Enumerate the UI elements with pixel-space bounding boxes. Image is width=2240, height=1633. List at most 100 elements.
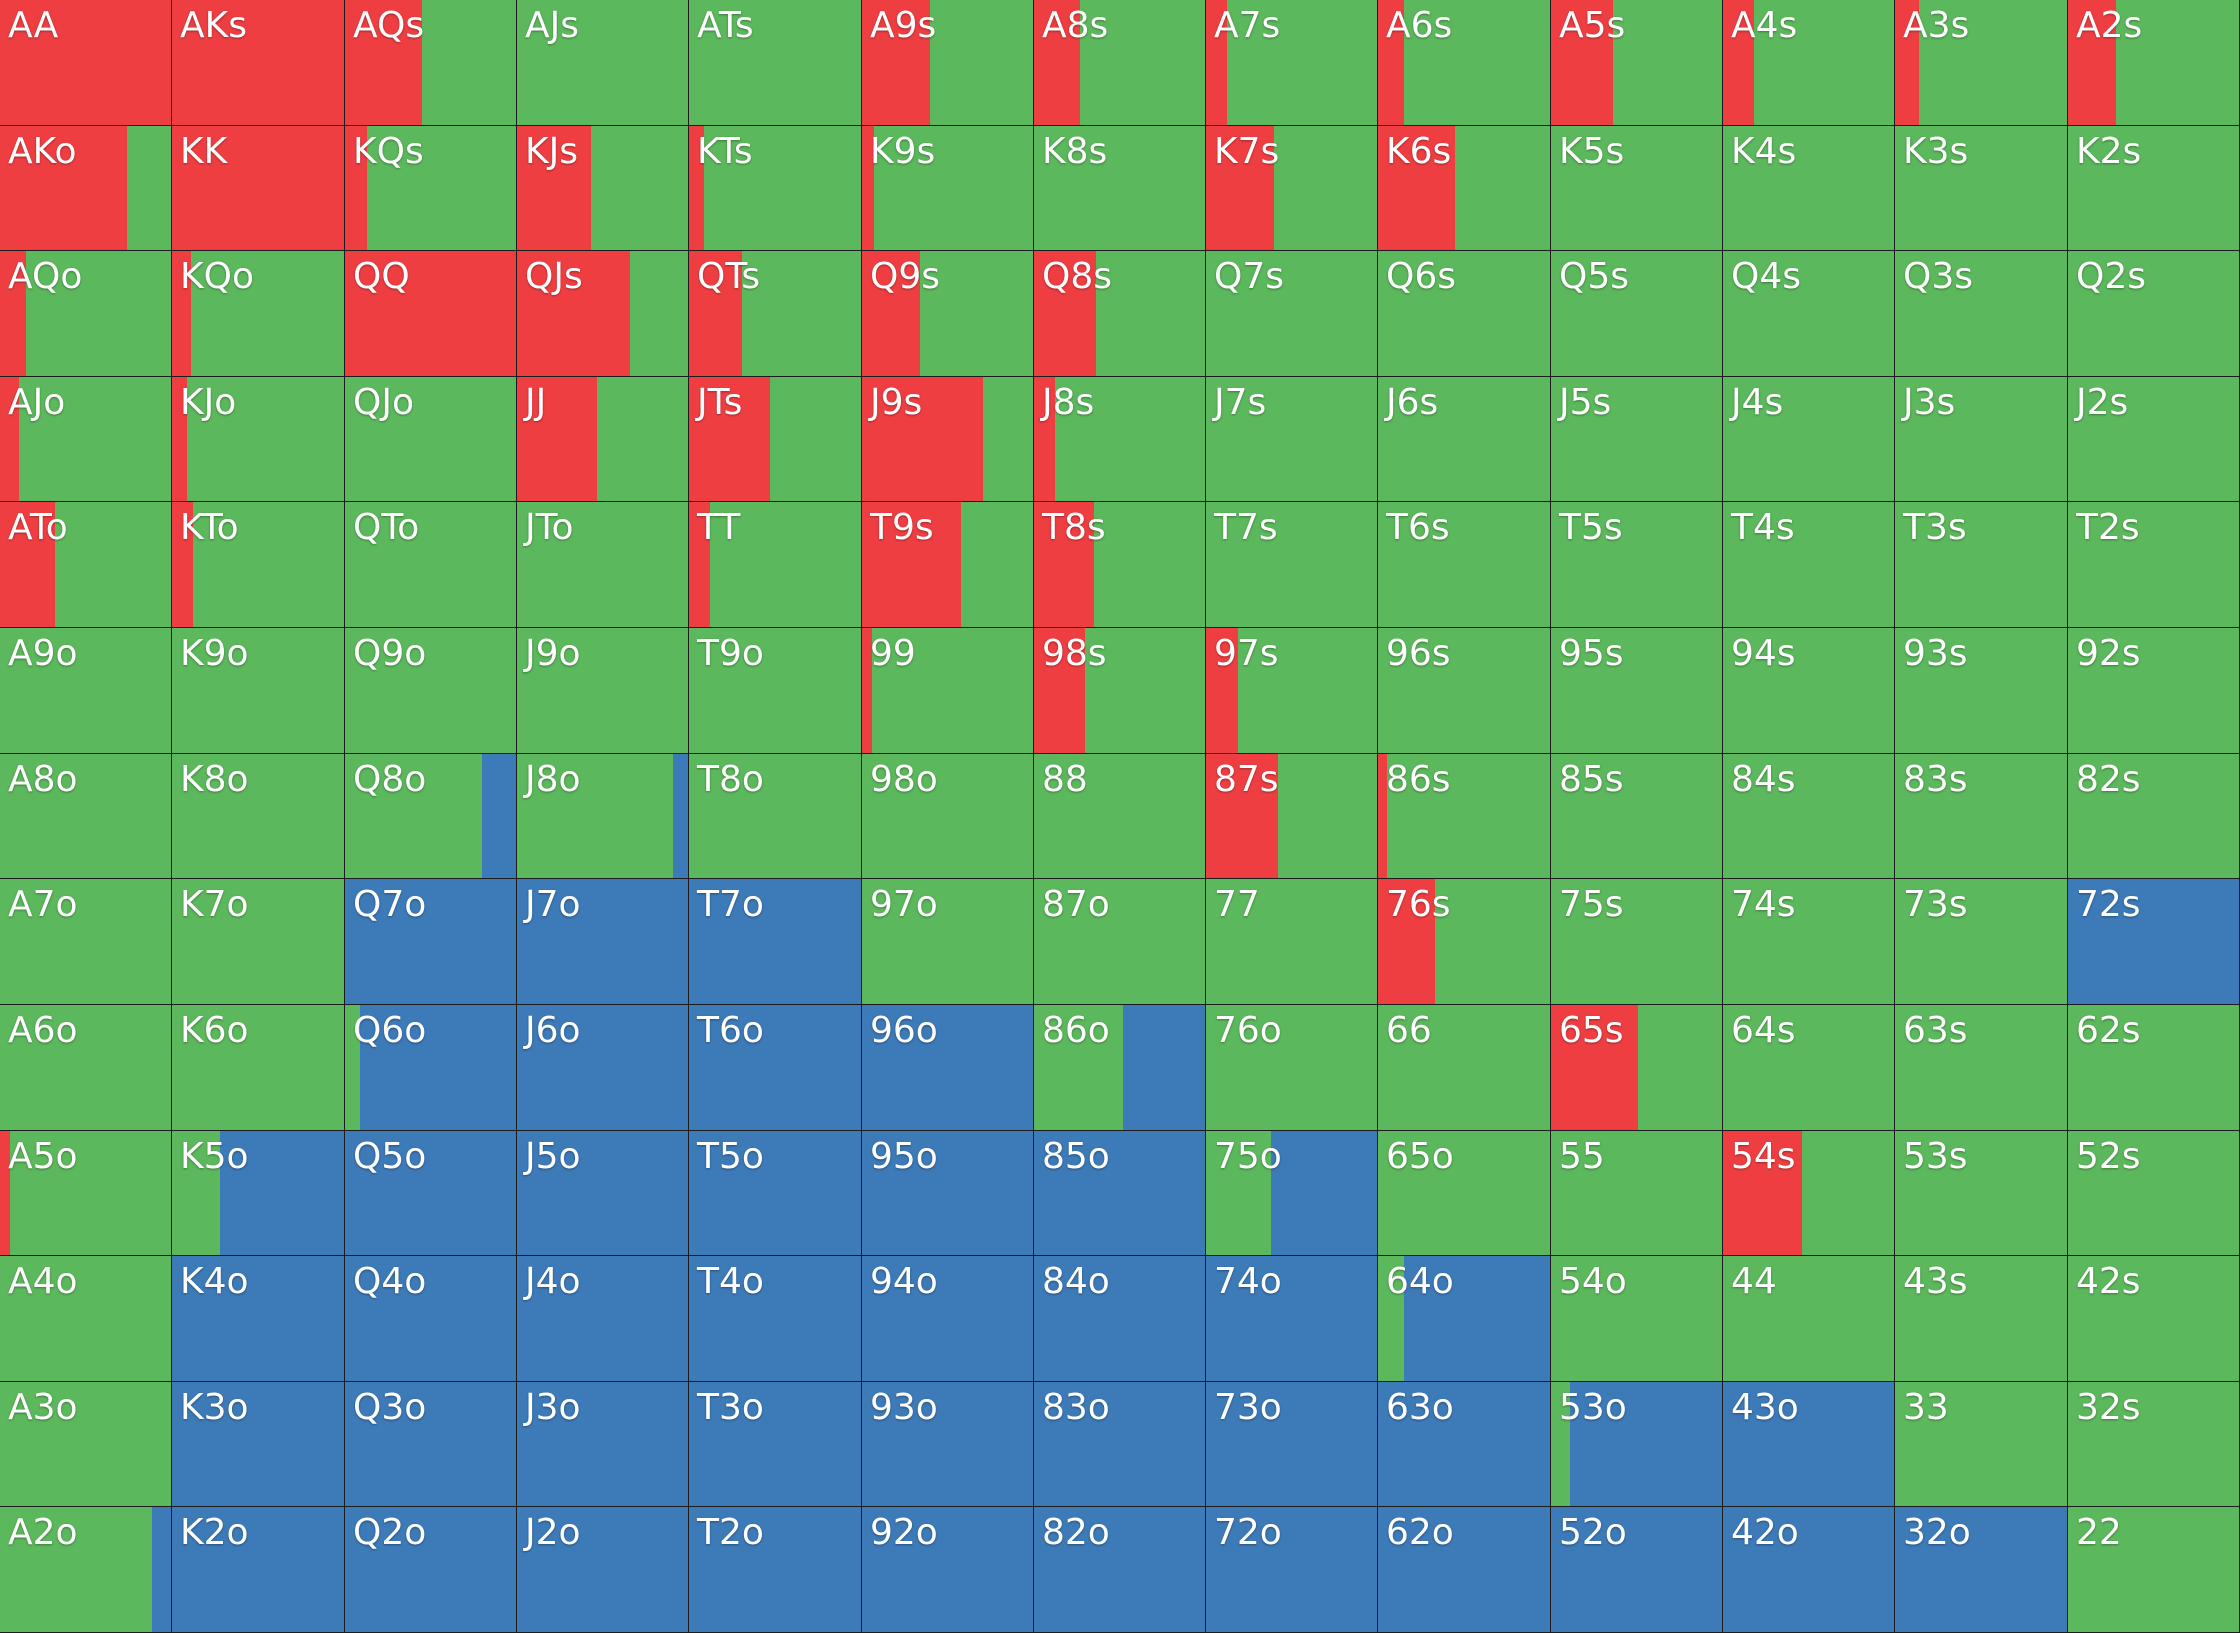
- hand-cell-kjo[interactable]: KJo: [172, 377, 345, 502]
- hand-cell-t2o[interactable]: T2o: [689, 1507, 862, 1633]
- hand-cell-54s[interactable]: 54s: [1723, 1131, 1895, 1256]
- hand-cell-q6o[interactable]: Q6o: [345, 1005, 517, 1131]
- hand-cell-a2o[interactable]: A2o: [0, 1507, 172, 1633]
- hand-cell-a3s[interactable]: A3s: [1895, 0, 2068, 126]
- hand-cell-a7s[interactable]: A7s: [1206, 0, 1378, 126]
- hand-cell-a2s[interactable]: A2s: [2068, 0, 2240, 126]
- hand-cell-k8s[interactable]: K8s: [1034, 126, 1206, 251]
- hand-cell-52s[interactable]: 52s: [2068, 1131, 2240, 1256]
- hand-cell-55[interactable]: 55: [1551, 1131, 1723, 1256]
- hand-cell-j6s[interactable]: J6s: [1378, 377, 1551, 502]
- hand-cell-k2o[interactable]: K2o: [172, 1507, 345, 1633]
- hand-cell-72o[interactable]: 72o: [1206, 1507, 1378, 1633]
- hand-cell-93s[interactable]: 93s: [1895, 628, 2068, 754]
- hand-cell-a4o[interactable]: A4o: [0, 1256, 172, 1382]
- hand-cell-ato[interactable]: ATo: [0, 502, 172, 628]
- hand-cell-85o[interactable]: 85o: [1034, 1131, 1206, 1256]
- hand-cell-a3o[interactable]: A3o: [0, 1382, 172, 1507]
- hand-cell-q4s[interactable]: Q4s: [1723, 251, 1895, 377]
- hand-cell-j5s[interactable]: J5s: [1551, 377, 1723, 502]
- hand-cell-j7s[interactable]: J7s: [1206, 377, 1378, 502]
- hand-cell-k4o[interactable]: K4o: [172, 1256, 345, 1382]
- hand-cell-k6s[interactable]: K6s: [1378, 126, 1551, 251]
- hand-cell-64o[interactable]: 64o: [1378, 1256, 1551, 1382]
- hand-cell-j4s[interactable]: J4s: [1723, 377, 1895, 502]
- hand-cell-jts[interactable]: JTs: [689, 377, 862, 502]
- hand-cell-44[interactable]: 44: [1723, 1256, 1895, 1382]
- hand-cell-t8o[interactable]: T8o: [689, 754, 862, 879]
- hand-cell-j5o[interactable]: J5o: [517, 1131, 689, 1256]
- hand-cell-q2o[interactable]: Q2o: [345, 1507, 517, 1633]
- hand-cell-a9s[interactable]: A9s: [862, 0, 1034, 126]
- hand-cell-53s[interactable]: 53s: [1895, 1131, 2068, 1256]
- hand-cell-76s[interactable]: 76s: [1378, 879, 1551, 1005]
- hand-cell-aa[interactable]: AA: [0, 0, 172, 126]
- hand-cell-aks[interactable]: AKs: [172, 0, 345, 126]
- hand-cell-k5s[interactable]: K5s: [1551, 126, 1723, 251]
- hand-cell-j8s[interactable]: J8s: [1034, 377, 1206, 502]
- hand-cell-ako[interactable]: AKo: [0, 126, 172, 251]
- hand-cell-q7s[interactable]: Q7s: [1206, 251, 1378, 377]
- hand-cell-a8o[interactable]: A8o: [0, 754, 172, 879]
- hand-cell-a5s[interactable]: A5s: [1551, 0, 1723, 126]
- hand-cell-k2s[interactable]: K2s: [2068, 126, 2240, 251]
- hand-cell-j8o[interactable]: J8o: [517, 754, 689, 879]
- hand-cell-q9s[interactable]: Q9s: [862, 251, 1034, 377]
- hand-cell-52o[interactable]: 52o: [1551, 1507, 1723, 1633]
- hand-cell-53o[interactable]: 53o: [1551, 1382, 1723, 1507]
- hand-cell-t2s[interactable]: T2s: [2068, 502, 2240, 628]
- hand-cell-a4s[interactable]: A4s: [1723, 0, 1895, 126]
- hand-cell-k8o[interactable]: K8o: [172, 754, 345, 879]
- hand-cell-t5s[interactable]: T5s: [1551, 502, 1723, 628]
- hand-cell-22[interactable]: 22: [2068, 1507, 2240, 1633]
- hand-cell-ats[interactable]: ATs: [689, 0, 862, 126]
- hand-cell-q7o[interactable]: Q7o: [345, 879, 517, 1005]
- hand-cell-qto[interactable]: QTo: [345, 502, 517, 628]
- hand-cell-t7s[interactable]: T7s: [1206, 502, 1378, 628]
- hand-cell-83s[interactable]: 83s: [1895, 754, 2068, 879]
- hand-cell-q9o[interactable]: Q9o: [345, 628, 517, 754]
- hand-cell-aqo[interactable]: AQo: [0, 251, 172, 377]
- hand-cell-66[interactable]: 66: [1378, 1005, 1551, 1131]
- hand-cell-96o[interactable]: 96o: [862, 1005, 1034, 1131]
- hand-cell-84s[interactable]: 84s: [1723, 754, 1895, 879]
- hand-cell-t6o[interactable]: T6o: [689, 1005, 862, 1131]
- hand-cell-t5o[interactable]: T5o: [689, 1131, 862, 1256]
- hand-cell-k7o[interactable]: K7o: [172, 879, 345, 1005]
- hand-cell-95s[interactable]: 95s: [1551, 628, 1723, 754]
- hand-cell-86s[interactable]: 86s: [1378, 754, 1551, 879]
- hand-cell-t3o[interactable]: T3o: [689, 1382, 862, 1507]
- hand-cell-63o[interactable]: 63o: [1378, 1382, 1551, 1507]
- hand-cell-64s[interactable]: 64s: [1723, 1005, 1895, 1131]
- hand-cell-87o[interactable]: 87o: [1034, 879, 1206, 1005]
- hand-cell-74o[interactable]: 74o: [1206, 1256, 1378, 1382]
- hand-cell-t9s[interactable]: T9s: [862, 502, 1034, 628]
- hand-cell-97s[interactable]: 97s: [1206, 628, 1378, 754]
- hand-cell-jto[interactable]: JTo: [517, 502, 689, 628]
- hand-cell-aqs[interactable]: AQs: [345, 0, 517, 126]
- hand-cell-42o[interactable]: 42o: [1723, 1507, 1895, 1633]
- hand-cell-85s[interactable]: 85s: [1551, 754, 1723, 879]
- hand-cell-q8o[interactable]: Q8o: [345, 754, 517, 879]
- hand-cell-62s[interactable]: 62s: [2068, 1005, 2240, 1131]
- hand-cell-92o[interactable]: 92o: [862, 1507, 1034, 1633]
- hand-cell-88[interactable]: 88: [1034, 754, 1206, 879]
- hand-cell-kts[interactable]: KTs: [689, 126, 862, 251]
- hand-cell-j3s[interactable]: J3s: [1895, 377, 2068, 502]
- hand-cell-k5o[interactable]: K5o: [172, 1131, 345, 1256]
- hand-cell-k3o[interactable]: K3o: [172, 1382, 345, 1507]
- hand-cell-q3o[interactable]: Q3o: [345, 1382, 517, 1507]
- hand-cell-65o[interactable]: 65o: [1378, 1131, 1551, 1256]
- hand-cell-94o[interactable]: 94o: [862, 1256, 1034, 1382]
- hand-cell-q5s[interactable]: Q5s: [1551, 251, 1723, 377]
- hand-cell-75o[interactable]: 75o: [1206, 1131, 1378, 1256]
- hand-cell-t3s[interactable]: T3s: [1895, 502, 2068, 628]
- hand-cell-q4o[interactable]: Q4o: [345, 1256, 517, 1382]
- hand-cell-t7o[interactable]: T7o: [689, 879, 862, 1005]
- hand-cell-t4o[interactable]: T4o: [689, 1256, 862, 1382]
- hand-cell-a6o[interactable]: A6o: [0, 1005, 172, 1131]
- hand-cell-t6s[interactable]: T6s: [1378, 502, 1551, 628]
- hand-cell-73s[interactable]: 73s: [1895, 879, 2068, 1005]
- hand-cell-j9s[interactable]: J9s: [862, 377, 1034, 502]
- hand-cell-kjs[interactable]: KJs: [517, 126, 689, 251]
